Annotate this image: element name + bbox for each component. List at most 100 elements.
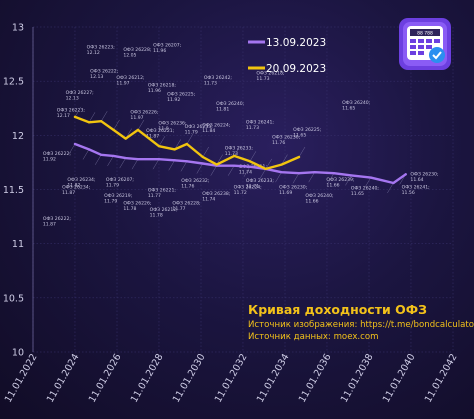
annotation-label: ОФЗ 26212; — [150, 207, 179, 213]
leader-line — [74, 106, 82, 118]
badge-text: 88 788 — [417, 31, 433, 37]
annotation-label: ОФЗ 26225; — [293, 127, 322, 133]
x-tick-label: 11.01.2038 — [339, 352, 376, 405]
annotation-value: 11.96 — [153, 48, 166, 54]
series-point — [233, 164, 236, 167]
annotation-value: 11.73 — [256, 76, 269, 82]
leader-line — [345, 175, 352, 186]
leader-line — [113, 119, 120, 131]
series-point — [233, 154, 236, 158]
annotation-label: ОФЗ 26240; — [342, 100, 371, 106]
annotation-label: ОФЗ 26224; — [234, 184, 263, 190]
leader-line — [152, 159, 160, 170]
annotation-value: 11.65 — [293, 133, 306, 139]
leader-line — [107, 155, 114, 167]
annotation-label: ОФЗ 26228; — [172, 201, 201, 207]
leader-line — [259, 168, 266, 180]
x-tick-label: 11.01.2042 — [423, 352, 460, 405]
annotation-label: ОФЗ 26223; — [57, 108, 86, 114]
series-point — [297, 172, 301, 175]
annotation-value: 11.79 — [104, 199, 117, 205]
x-tick-label: 11.01.2034 — [255, 352, 292, 405]
series-point — [215, 163, 218, 166]
annotation-value: 12.13 — [90, 74, 103, 80]
series-point — [248, 165, 252, 168]
bond-annotation: ОФЗ 26230;11.76 — [272, 135, 301, 147]
series-point — [201, 162, 204, 165]
annotation-label: ОФЗ 26240; — [305, 193, 334, 199]
bond-annotation: ОФЗ 26212;11.78 — [150, 207, 179, 219]
leader-line — [88, 112, 96, 123]
annotation-value: 11.81 — [216, 107, 229, 113]
annotation-value: 12.13 — [66, 96, 79, 102]
leader-line — [119, 157, 126, 169]
calculator-badge-icon: 88 788 — [399, 18, 451, 70]
annotation-label: ОФЗ 26230; — [272, 135, 301, 141]
annotation-label: ОФЗ 26240; — [351, 186, 380, 192]
legend-label: 13.09.2023 — [266, 37, 326, 49]
annotation-label: ОФЗ 26219; — [104, 193, 133, 199]
bond-annotation: ОФЗ 26226;11.97 — [130, 110, 159, 122]
y-tick-label: 12.5 — [3, 77, 24, 88]
leader-line — [168, 160, 175, 171]
annotation-label: ОФЗ 26238; — [202, 191, 231, 197]
series-point — [100, 153, 103, 156]
bond-annotation: ОФЗ 26225;11.92 — [167, 91, 196, 103]
annotation-label: ОФЗ 26232; — [181, 178, 210, 184]
annotation-label: ОФЗ 26222; — [43, 151, 72, 157]
x-tick-label: 11.01.2030 — [171, 352, 208, 405]
bond-annotation: ОФЗ 26240;11.66 — [305, 193, 334, 205]
bond-annotation: ОФЗ 26242;11.73 — [204, 75, 233, 87]
leader-line — [308, 172, 315, 183]
annotation-label: ОФЗ 26212; — [116, 75, 145, 81]
series-point — [87, 148, 91, 151]
annotation-value: 12.12 — [87, 50, 100, 56]
series-point — [404, 173, 407, 176]
leader-line — [131, 159, 139, 170]
leader-line — [82, 149, 90, 160]
annotation-value: 11.66 — [326, 182, 339, 188]
leader-line — [292, 173, 300, 184]
x-tick-label: 11.01.2022 — [3, 352, 40, 405]
legend-entry: 13.09.2023 — [248, 37, 326, 49]
annotation-label: ОФЗ 26234; — [67, 177, 96, 183]
series-point — [124, 137, 127, 140]
annotation-label: ОФЗ 26236; — [158, 121, 187, 127]
series-point — [173, 159, 176, 162]
x-tick-label: 11.01.2036 — [297, 352, 334, 405]
annotation-label: ОФЗ 26241; — [402, 184, 431, 190]
annotation-value: 12.05 — [123, 52, 136, 58]
bond-annotation: ОФЗ 26224;11.84 — [202, 123, 231, 135]
annotation-label: ОФЗ 26226; — [130, 110, 159, 116]
bond-annotation: ОФЗ 26225;11.65 — [293, 127, 322, 139]
series-point — [124, 156, 127, 160]
y-tick-label: 11.5 — [3, 185, 24, 196]
leader-line — [158, 136, 166, 147]
bond-annotation: ОФЗ 26241;11.73 — [246, 119, 275, 131]
bond-annotation: ОФЗ 26226;11.78 — [123, 201, 152, 213]
series-point — [87, 121, 91, 124]
annotation-value: 11.82 — [67, 182, 80, 188]
bond-annotation: ОФЗ 26218;11.96 — [148, 83, 177, 95]
leader-line — [101, 111, 108, 122]
series-point — [157, 145, 161, 148]
leader-line — [137, 119, 145, 131]
annotation-value: 11.64 — [410, 177, 423, 183]
annotation-label: ОФЗ 26225; — [167, 91, 196, 97]
annotation-value: 11.72 — [234, 190, 247, 196]
annotation-label: ОФЗ 26234; — [62, 184, 91, 190]
bond-annotation: ОФЗ 26221;11.77 — [148, 188, 177, 200]
bond-annotation: ОФЗ 26233;11.79 — [185, 124, 214, 136]
leader-line — [234, 145, 241, 157]
series-point — [392, 181, 395, 185]
annotation-label: ОФЗ 26218; — [148, 83, 177, 89]
bond-annotation: ОФЗ 26240;11.65 — [351, 186, 380, 198]
bond-annotation: ОФЗ 26218;11.73 — [256, 71, 285, 83]
bond-annotation: ОФЗ 26228;12.05 — [123, 47, 152, 59]
x-tick-label: 11.01.2028 — [129, 352, 166, 405]
bond-annotation: ОФЗ 26233;11.73 — [225, 145, 254, 157]
series-point — [73, 142, 77, 146]
series-point — [185, 142, 189, 146]
series-point — [350, 174, 353, 177]
